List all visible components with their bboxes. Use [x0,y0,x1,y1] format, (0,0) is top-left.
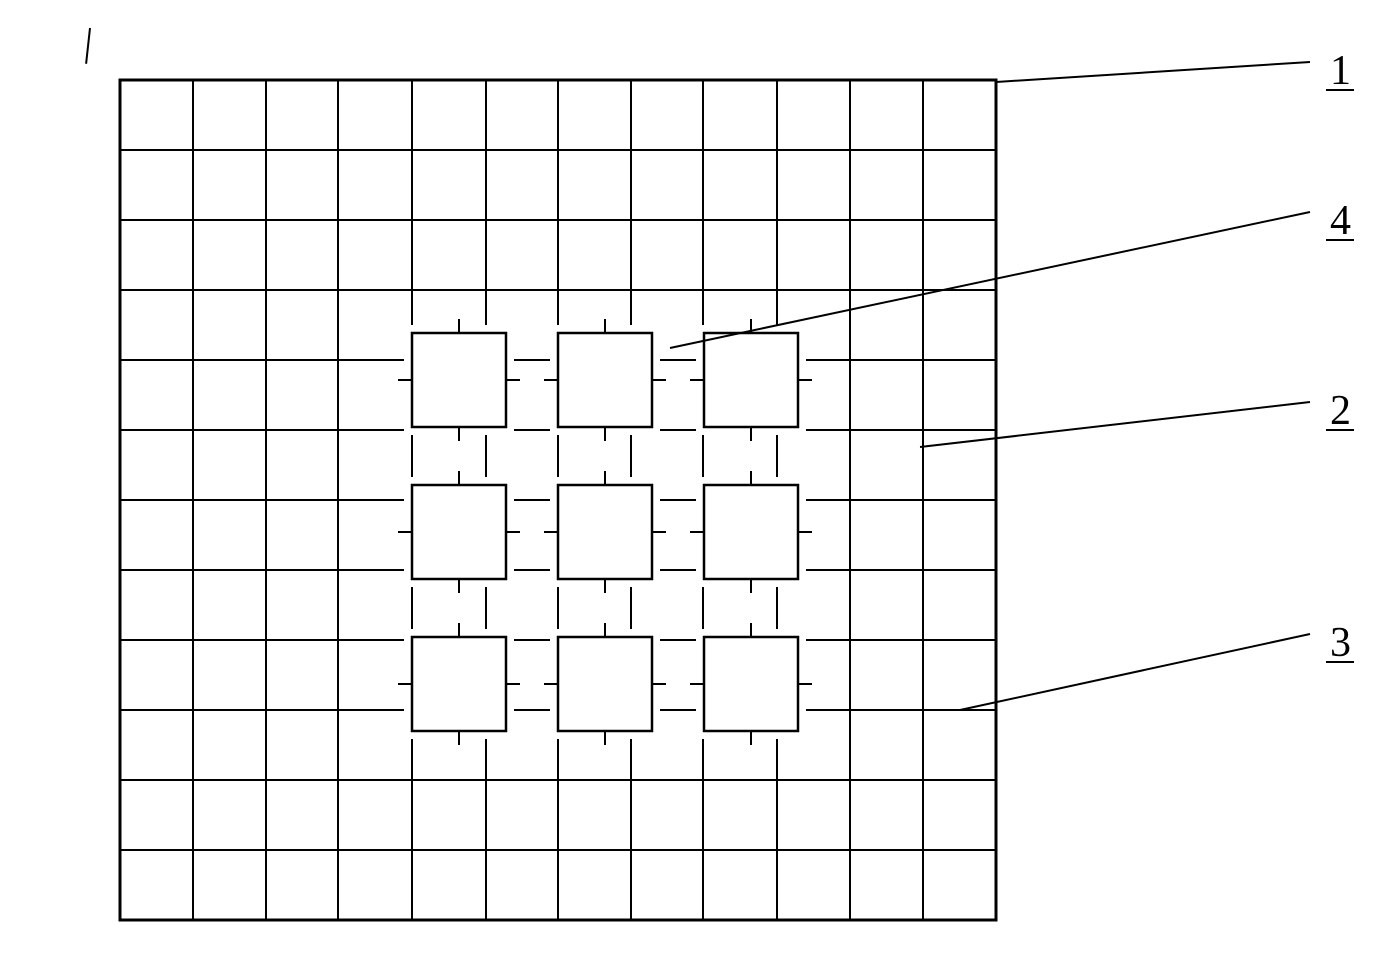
leader-2 [670,212,1310,348]
leader-1 [996,62,1310,82]
square-1-0 [412,485,506,579]
square-2-2 [704,637,798,731]
square-1-2 [704,485,798,579]
leader-3 [920,402,1310,447]
square-2-1 [558,637,652,731]
square-0-2 [704,333,798,427]
leader-4 [960,634,1310,710]
label-4: 4 [1330,198,1351,244]
label-1: 1 [1330,48,1351,94]
square-0-0 [412,333,506,427]
label-3: 3 [1330,620,1351,666]
tick-0 [86,28,90,64]
square-2-0 [412,637,506,731]
square-1-1 [558,485,652,579]
diagram-svg: 1 4 2 3 [0,0,1400,959]
label-2: 2 [1330,388,1351,434]
square-0-1 [558,333,652,427]
diagram-root: 1 4 2 3 [0,0,1400,959]
